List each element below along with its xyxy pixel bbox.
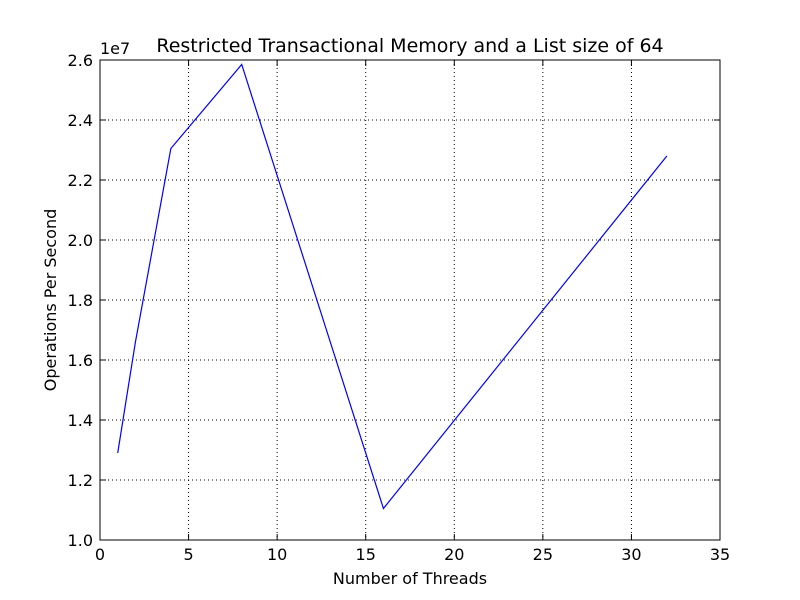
x-tick-label: 30: [621, 545, 641, 564]
grid-lines: [100, 60, 720, 540]
y-axis-label: Operations Per Second: [41, 209, 60, 392]
y-tick-label: 1.4: [68, 411, 93, 430]
chart-title: Restricted Transactional Memory and a Li…: [156, 35, 663, 57]
y-tick-label: 2.2: [68, 171, 93, 190]
x-tick-label: 0: [95, 545, 105, 564]
y-tick-label: 2.6: [68, 51, 93, 70]
y-tick-label: 1.0: [68, 531, 93, 550]
y-tick-labels: 1.0 1.2 1.4 1.6 1.8 2.0 2.2 2.4 2.6: [68, 51, 93, 550]
x-tick-label: 20: [444, 545, 464, 564]
x-tick-label: 25: [533, 545, 553, 564]
x-tick-labels: 0 5 10 15 20 25 30 35: [95, 545, 730, 564]
y-tick-label: 2.4: [68, 111, 93, 130]
x-tick-label: 5: [183, 545, 193, 564]
y-tick-label: 2.0: [68, 231, 93, 250]
y-axis-offset-label: 1e7: [100, 39, 130, 58]
series-layer: [117, 63, 668, 510]
x-tick-label: 10: [267, 545, 287, 564]
y-tick-label: 1.6: [68, 351, 93, 370]
y-tick-label: 1.2: [68, 471, 93, 490]
x-tick-label: 15: [356, 545, 376, 564]
x-axis-label: Number of Threads: [333, 569, 487, 588]
x-tick-label: 35: [710, 545, 730, 564]
series-line: [117, 63, 668, 510]
axis-ticks: [99, 59, 721, 541]
y-tick-label: 1.8: [68, 291, 93, 310]
